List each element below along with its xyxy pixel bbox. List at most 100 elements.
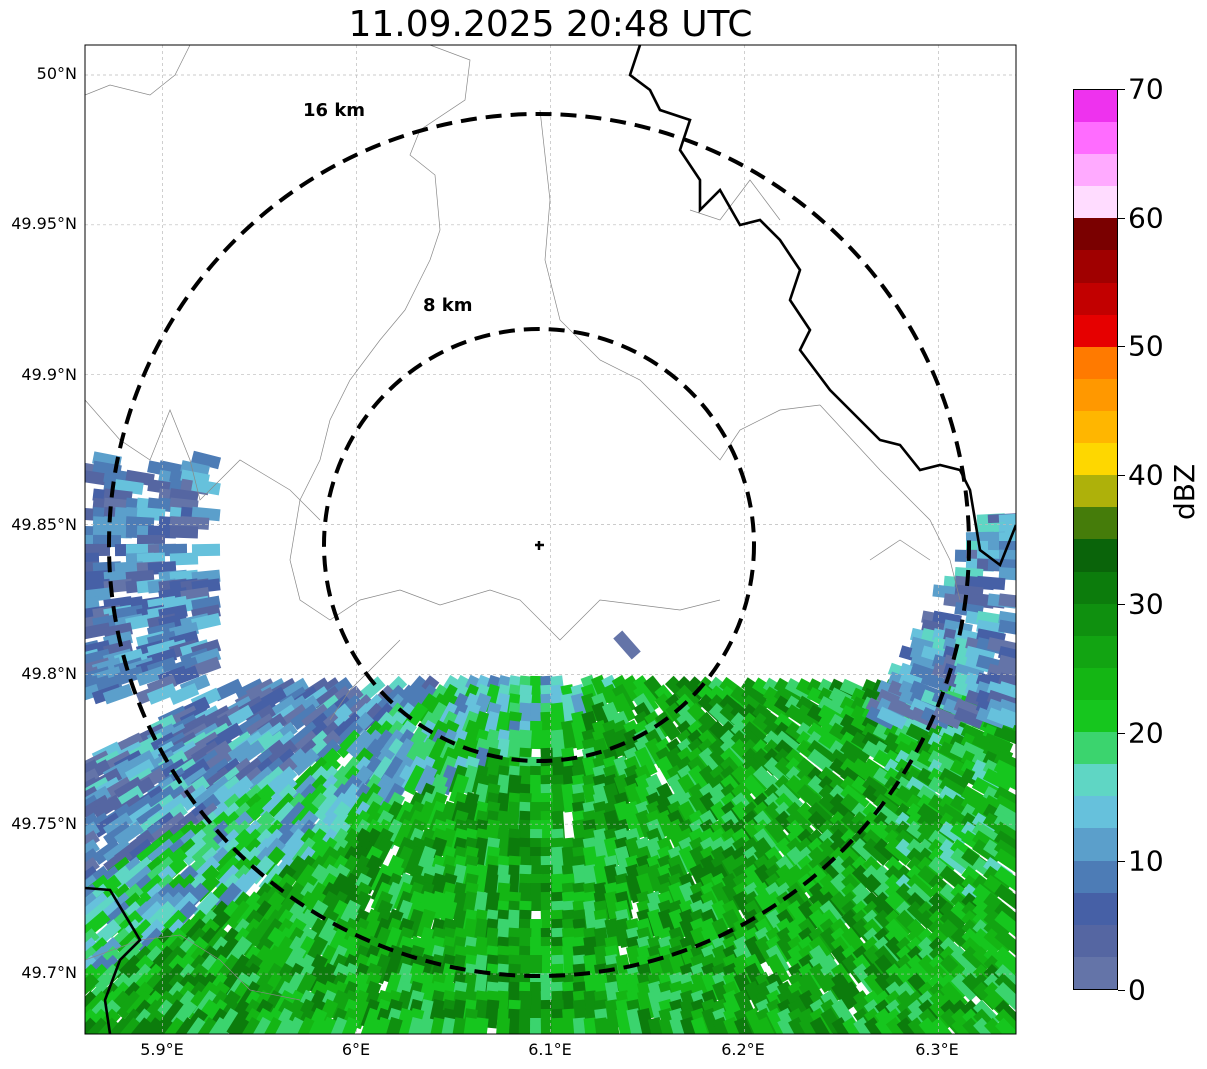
echo-cell: [85, 683, 101, 705]
colorbar-segment: [1074, 314, 1117, 347]
echo-cell: [840, 740, 870, 766]
echo-cell: [92, 838, 122, 866]
echo-cell: [831, 1016, 857, 1034]
echo-cell: [180, 838, 210, 866]
echo-cell: [862, 838, 892, 866]
echo-cell: [529, 981, 543, 1011]
echo-cell: [994, 964, 1016, 992]
echo-cell: [636, 990, 656, 1020]
echo-cell: [654, 711, 682, 741]
reflectivity-echoes: [85, 450, 1016, 1034]
echo-cell: [450, 1017, 468, 1034]
echo-cell: [114, 865, 144, 893]
echo-cell: [906, 865, 936, 893]
echo-cell: [190, 647, 222, 669]
echo-cell: [371, 1016, 393, 1034]
echo-cell: [994, 946, 1016, 974]
echo-cell: [993, 768, 1016, 792]
colorbar-segment: [1074, 250, 1117, 283]
echo-cell: [994, 955, 1016, 983]
echo-cell: [647, 1016, 667, 1034]
echo-cell: [135, 665, 167, 687]
echo-cell: [998, 593, 1016, 609]
colorbar-segment: [1074, 507, 1117, 540]
echo-cell: [85, 469, 111, 487]
echo-cell: [931, 707, 963, 729]
echo-cell: [237, 1016, 263, 1034]
echo-cell: [562, 945, 576, 975]
echo-cell: [809, 1016, 835, 1034]
plot-frame: [84, 44, 1017, 1035]
echo-cell: [346, 729, 374, 759]
echo-cell: [473, 1017, 489, 1034]
echo-cell: [448, 773, 470, 805]
echo-cell: [235, 739, 265, 767]
echo-cell: [997, 654, 1016, 674]
echo-cell: [313, 792, 341, 822]
echo-cell: [634, 746, 658, 778]
echo-cell: [529, 1017, 543, 1034]
echo-cell: [612, 692, 636, 724]
lon-label: 6.3°E: [915, 1040, 959, 1059]
echo-cell: [213, 855, 243, 885]
echo-cell: [853, 1017, 879, 1034]
colorbar-segment: [1074, 539, 1117, 572]
echo-cell: [193, 1017, 219, 1034]
echo-cell: [334, 729, 364, 759]
echo-cell: [85, 937, 100, 965]
colorbar: [1073, 89, 1118, 990]
echo-cell: [224, 740, 254, 766]
echo-cell: [939, 865, 969, 893]
echo-cell: [951, 1017, 979, 1034]
echo-cell: [213, 784, 243, 812]
echo-cell: [136, 838, 166, 866]
echo-cell: [125, 838, 155, 866]
colorbar-tick-label: 40: [1128, 458, 1164, 492]
echo-cell: [85, 507, 100, 521]
echo-cell: [807, 731, 837, 757]
lon-label: 5.9°E: [140, 1040, 184, 1059]
echo-cell: [136, 803, 166, 829]
echo-cell: [85, 1017, 110, 1034]
echo-cell: [572, 1017, 588, 1034]
echo-cell: [312, 685, 342, 713]
echo-cell: [831, 981, 857, 1011]
echo-cell: [315, 1016, 339, 1034]
colorbar-segment: [1074, 89, 1117, 123]
colorbar-segment: [1074, 892, 1117, 925]
lat-label: 49.9°N: [21, 365, 77, 384]
echo-cell: [360, 1016, 382, 1034]
colorbar-segment: [1074, 154, 1117, 187]
echo-cell: [85, 768, 101, 792]
echo-cell: [993, 750, 1016, 774]
colorbar-segment: [1074, 924, 1117, 957]
colorbar-segment: [1074, 667, 1117, 701]
echo-cell: [895, 820, 925, 848]
echo-cell: [85, 928, 100, 956]
echo-cell: [104, 1017, 132, 1034]
colorbar-tick-label: 70: [1128, 72, 1164, 106]
echo-cell: [85, 883, 100, 911]
echo-cell: [798, 1016, 824, 1034]
echo-cell: [103, 812, 133, 838]
colorbar-segment: [1074, 282, 1117, 315]
range-rings: [107, 112, 971, 978]
echo-cell: [114, 821, 144, 847]
echo-cell: [788, 1016, 812, 1034]
echo-cell: [604, 1017, 622, 1034]
echo-cell: [840, 775, 870, 803]
echo-cell: [190, 450, 222, 470]
colorbar-segment: [1074, 956, 1117, 989]
echo-cell: [85, 839, 100, 865]
echo-cell: [983, 865, 1013, 893]
echo-cell: [85, 964, 100, 992]
echo-cell: [85, 777, 101, 801]
echo-cell: [85, 794, 101, 820]
echo-cell: [613, 630, 641, 660]
echo-cell: [125, 865, 155, 893]
colorbar-segment: [1074, 443, 1117, 476]
echo-cell: [85, 1008, 99, 1034]
gridlines: [85, 45, 1016, 1034]
echo-cell: [268, 792, 298, 822]
echo-cell: [85, 856, 100, 884]
